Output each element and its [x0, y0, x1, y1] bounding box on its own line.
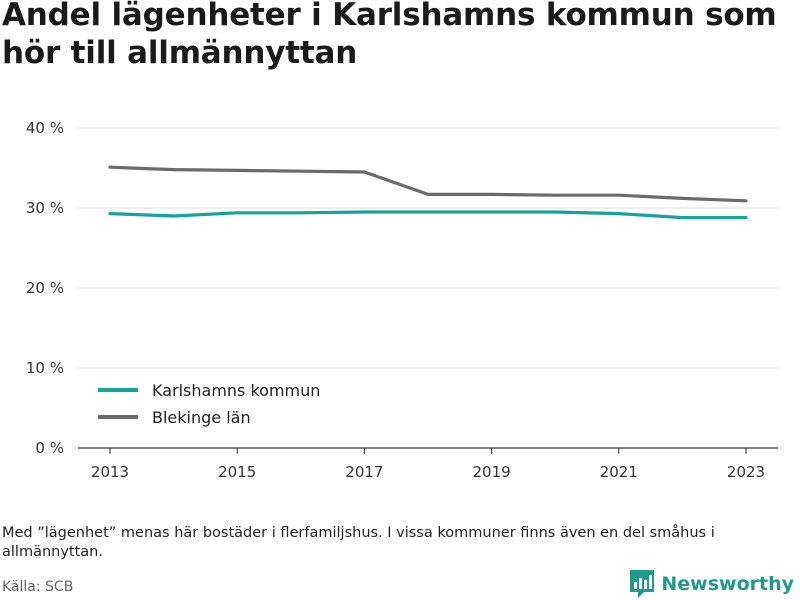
y-tick-label: 30 % [26, 199, 64, 217]
series-lines [108, 165, 748, 220]
x-axis: 2013 2015 2017 2019 2021 2023 [78, 447, 778, 481]
legend: Karlshamns kommun Blekinge län [98, 381, 320, 427]
y-tick-label: 40 % [26, 119, 64, 137]
x-tick-label: 2015 [218, 463, 256, 481]
brand-name: Newsworthy [661, 573, 794, 595]
x-tick-label: 2013 [91, 463, 129, 481]
line-chart: 0 % 10 % 20 % 30 % 40 % 2013 2015 2017 2019 2021… [26, 119, 778, 481]
y-tick-label: 0 % [35, 439, 64, 457]
x-tick-label: 2023 [727, 463, 765, 481]
x-tick-label: 2017 [345, 463, 383, 481]
source-label: Källa: SCB [2, 579, 74, 595]
newsworthy-logo: Newsworthy [629, 569, 794, 599]
x-tick-label: 2019 [473, 463, 511, 481]
series-line-1 [108, 165, 748, 203]
legend-label: Karlshamns kommun [152, 381, 320, 400]
chart-title: Andel lägenheter i Karlshamns kommun som… [2, 0, 777, 71]
chart-note: Med ”lägenhet” menas här bostäder i fler… [2, 525, 715, 560]
grid-lines [78, 127, 778, 369]
newsworthy-logo-icon [630, 570, 655, 598]
y-tick-label: 10 % [26, 359, 64, 377]
y-axis-ticks: 0 % 10 % 20 % 30 % 40 % [26, 119, 64, 457]
legend-label: Blekinge län [152, 408, 251, 427]
series-line-0 [108, 210, 748, 220]
y-tick-label: 20 % [26, 279, 64, 297]
x-tick-label: 2021 [600, 463, 638, 481]
